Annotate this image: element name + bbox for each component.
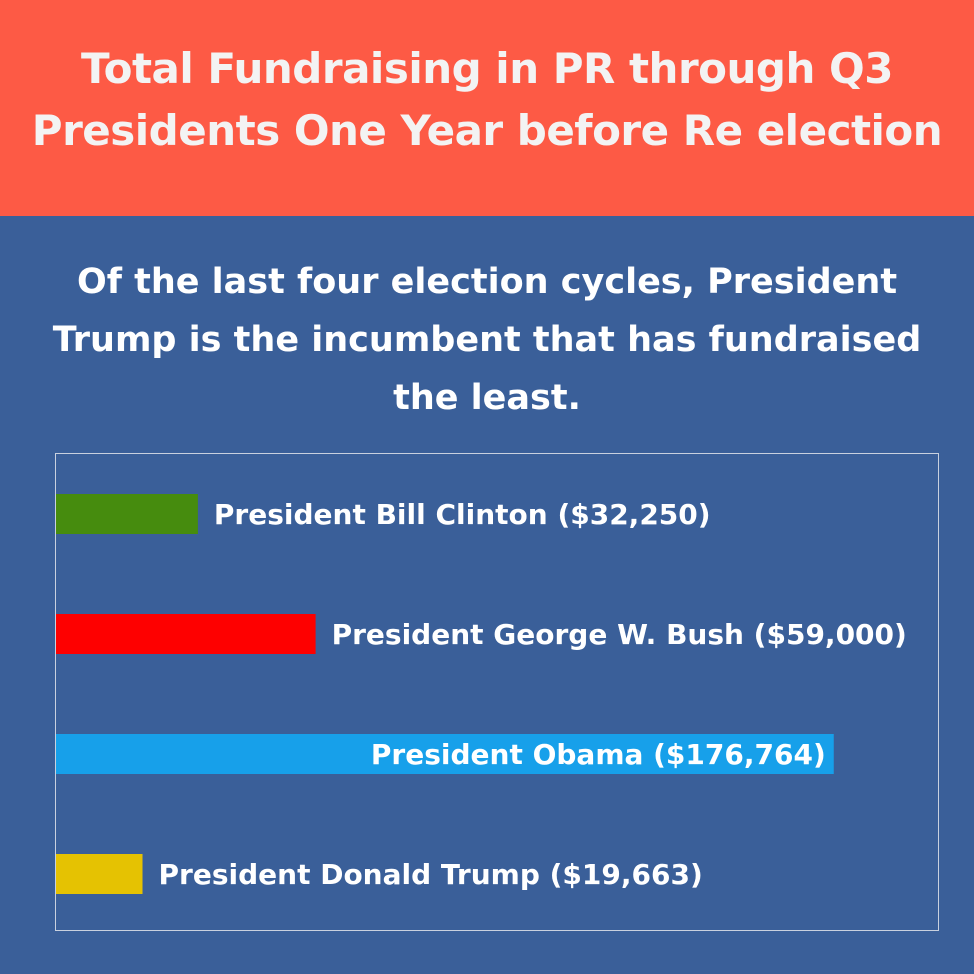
bar-president-obama bbox=[56, 734, 834, 774]
bar-president-george-w-bush bbox=[56, 614, 316, 654]
header-banner: Total Fundraising in PR through Q3 Presi… bbox=[0, 0, 974, 216]
chart-subtitle: Of the last four election cycles, Presid… bbox=[52, 262, 922, 418]
chart-title-line-1: Total Fundraising in PR through Q3 bbox=[81, 44, 893, 93]
bar-data-label: President Bill Clinton ($32,250) bbox=[214, 498, 711, 531]
bar-data-label: President Obama ($176,764) bbox=[371, 738, 826, 771]
bar-chart: President Bill Clinton ($32,250) Presiden… bbox=[55, 453, 939, 931]
bar-chart-svg: President Bill Clinton ($32,250) Presiden… bbox=[56, 494, 907, 894]
bar-president-donald-trump bbox=[56, 854, 143, 894]
bar-president-bill-clinton bbox=[56, 494, 198, 534]
bar-data-label: President George W. Bush ($59,000) bbox=[332, 618, 907, 651]
chart-title-line-2: Presidents One Year before Re election bbox=[31, 106, 943, 155]
bar-data-label: President Donald Trump ($19,663) bbox=[159, 858, 703, 891]
